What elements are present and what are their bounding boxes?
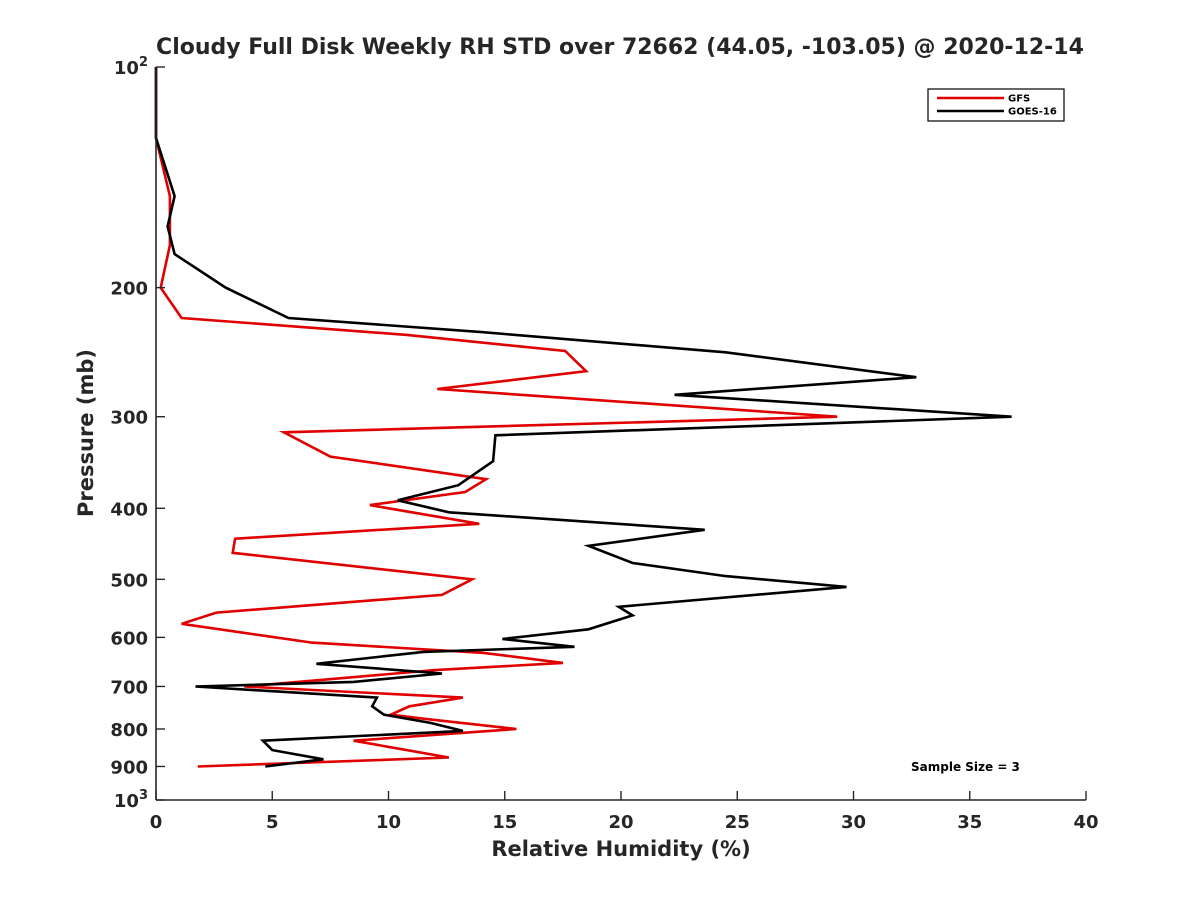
sample-size-annotation: Sample Size = 3 (911, 760, 1020, 774)
x-tick-label: 5 (266, 812, 279, 833)
y-tick-label: 800 (110, 720, 148, 741)
y-tick-label: 500 (110, 570, 148, 591)
y-tick-label: 200 (110, 279, 148, 300)
legend-box (927, 88, 1065, 122)
y-tick-label: 102 (114, 55, 148, 79)
y-tick-label: 103 (114, 788, 148, 812)
x-axis-label: Relative Humidity (%) (491, 837, 750, 861)
x-tick-label: 30 (841, 812, 866, 833)
x-tick-label: 15 (492, 812, 517, 833)
chart-title: Cloudy Full Disk Weekly RH STD over 7266… (156, 35, 1084, 60)
legend-label-gfs: GFS (1008, 94, 1030, 105)
x-tick-label: 40 (1073, 812, 1098, 833)
x-tick-label: 0 (150, 812, 163, 833)
x-ticks: 0 5 10 15 20 25 30 35 40 (150, 791, 1099, 833)
y-tick-label: 700 (110, 677, 148, 698)
x-tick-label: 25 (725, 812, 750, 833)
y-ticks: 102 200 300 400 500 600 700 800 900 103 (110, 55, 165, 812)
legend: GFS GOES-16 (927, 88, 1065, 122)
y-tick-label: 400 (110, 499, 148, 520)
y-tick-label: 300 (110, 408, 148, 429)
x-tick-label: 20 (608, 812, 633, 833)
series-line-goes16 (154, 67, 1012, 768)
series-layer (154, 67, 1012, 768)
legend-label-goes16: GOES-16 (1008, 107, 1057, 118)
x-tick-label: 10 (376, 812, 401, 833)
y-tick-label: 600 (110, 628, 148, 649)
y-tick-label: 900 (110, 757, 148, 778)
y-axis-label: Pressure (mb) (74, 349, 98, 517)
series-line-gfs (154, 67, 838, 768)
x-tick-label: 35 (957, 812, 982, 833)
